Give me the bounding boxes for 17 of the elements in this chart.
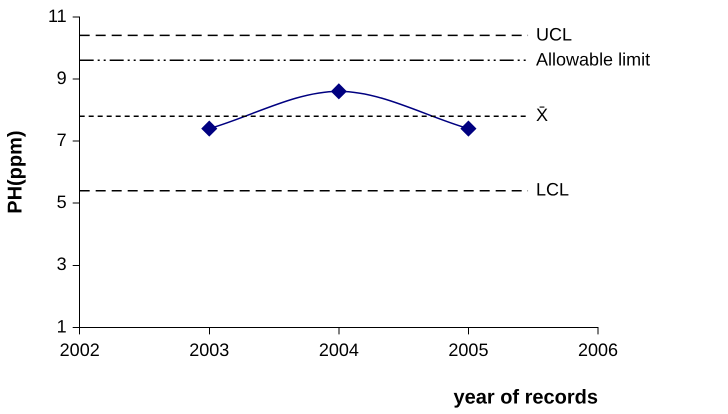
x-tick-label: 2004: [318, 340, 359, 360]
y-tick-label: 7: [56, 130, 67, 150]
x-tick-label: 2006: [578, 340, 618, 360]
x-tick-label: 2003: [189, 340, 230, 360]
ref-line-label: Allowable limit: [536, 49, 650, 70]
x-tick-label: 2005: [448, 340, 488, 360]
ref-line-label: UCL: [536, 24, 572, 44]
ref-line-label: X̄: [536, 105, 548, 126]
ref-line-label: LCL: [536, 180, 570, 200]
y-tick-label: 1: [56, 316, 67, 336]
x-axis-title: year of records: [453, 386, 598, 409]
y-tick-label: 3: [56, 254, 67, 274]
y-tick-label: 5: [56, 192, 67, 212]
y-axis-title: PH(ppm): [4, 130, 27, 214]
y-tick-label: 9: [56, 68, 67, 88]
x-tick-label: 2002: [60, 340, 100, 360]
y-tick-label: 11: [48, 6, 67, 26]
